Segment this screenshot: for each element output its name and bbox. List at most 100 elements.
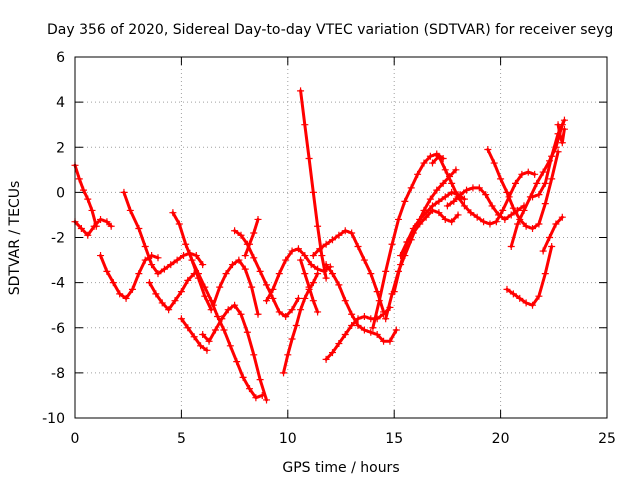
data-point xyxy=(194,270,202,278)
series-trace xyxy=(243,217,260,257)
data-point xyxy=(228,261,236,269)
data-point xyxy=(367,270,375,278)
data-point xyxy=(167,261,175,269)
data-point xyxy=(245,240,253,248)
data-point xyxy=(426,152,434,160)
data-point xyxy=(467,209,475,217)
data-point xyxy=(116,290,124,298)
data-point xyxy=(460,202,468,210)
data-point xyxy=(429,206,437,214)
data-point xyxy=(539,247,547,255)
series-pass-12 xyxy=(241,215,262,260)
series-trace xyxy=(505,245,554,307)
data-point xyxy=(297,306,305,314)
data-point xyxy=(392,326,400,334)
y-tick-label: 6 xyxy=(56,50,65,66)
data-point xyxy=(97,215,105,223)
tick-layer: 0 5 10 15 20 25 -10 -8 -6 -4 -2 0 2 4 6 xyxy=(42,50,616,447)
data-point xyxy=(263,297,271,305)
data-point xyxy=(369,324,377,332)
data-point xyxy=(535,220,543,228)
series-pass-20 xyxy=(369,150,447,332)
data-point xyxy=(463,186,471,194)
data-point xyxy=(560,125,568,133)
series-trace xyxy=(190,258,264,400)
data-point xyxy=(335,281,343,289)
data-point xyxy=(541,270,549,278)
data-point xyxy=(216,283,224,291)
data-point xyxy=(322,240,330,248)
y-axis-title: SDTVAR / TECUs xyxy=(7,181,23,296)
data-point xyxy=(318,252,326,260)
data-point xyxy=(218,315,226,323)
data-point xyxy=(288,247,296,255)
data-point xyxy=(241,252,249,260)
grid-layer xyxy=(75,57,607,418)
data-point xyxy=(497,175,505,183)
data-point xyxy=(152,290,160,298)
data-point xyxy=(316,245,324,253)
data-point xyxy=(499,206,507,214)
data-point xyxy=(435,197,443,205)
data-point xyxy=(254,215,262,223)
data-point xyxy=(231,301,239,309)
data-point xyxy=(199,331,207,339)
data-point xyxy=(486,220,494,228)
data-point xyxy=(84,231,92,239)
data-point xyxy=(177,315,185,323)
series-pass-31 xyxy=(554,121,568,147)
data-point xyxy=(439,179,447,187)
data-point xyxy=(309,252,317,260)
series-trace xyxy=(311,229,386,314)
series-pass-8 xyxy=(188,256,266,402)
data-point xyxy=(250,229,258,237)
data-point xyxy=(482,191,490,199)
data-point xyxy=(128,285,136,293)
data-point xyxy=(184,324,192,332)
data-point xyxy=(454,211,462,219)
data-point xyxy=(533,179,541,187)
data-point xyxy=(275,308,283,316)
data-point xyxy=(354,315,362,323)
series-pass-17 xyxy=(309,227,388,316)
data-point xyxy=(328,236,336,244)
data-point xyxy=(388,240,396,248)
data-point xyxy=(305,283,313,291)
data-point xyxy=(531,170,539,178)
data-point xyxy=(373,288,381,296)
data-point xyxy=(80,186,88,194)
data-point xyxy=(237,231,245,239)
series-pass-2 xyxy=(71,215,115,239)
data-point xyxy=(201,292,209,300)
data-point xyxy=(97,252,105,260)
series-layer xyxy=(71,87,568,404)
data-point xyxy=(239,373,247,381)
data-point xyxy=(254,310,262,318)
data-point xyxy=(473,213,481,221)
data-point xyxy=(452,166,460,174)
data-point xyxy=(488,202,496,210)
x-tick-label: 20 xyxy=(492,431,510,447)
data-point xyxy=(288,335,296,343)
data-point xyxy=(529,224,537,232)
data-point xyxy=(269,294,277,302)
series-pass-3 xyxy=(97,252,162,302)
data-point xyxy=(309,297,317,305)
data-point xyxy=(309,279,317,287)
data-point xyxy=(407,184,415,192)
data-point xyxy=(367,315,375,323)
series-pass-11 xyxy=(231,227,302,320)
data-point xyxy=(535,292,543,300)
data-point xyxy=(292,321,300,329)
data-point xyxy=(173,256,181,264)
data-point xyxy=(558,213,566,221)
data-point xyxy=(403,238,411,246)
data-point xyxy=(145,279,153,287)
data-point xyxy=(280,369,288,377)
data-point xyxy=(514,220,522,228)
data-point xyxy=(448,218,456,226)
data-point xyxy=(386,337,394,345)
series-pass-27 xyxy=(503,243,556,309)
y-tick-label: -6 xyxy=(51,321,65,337)
